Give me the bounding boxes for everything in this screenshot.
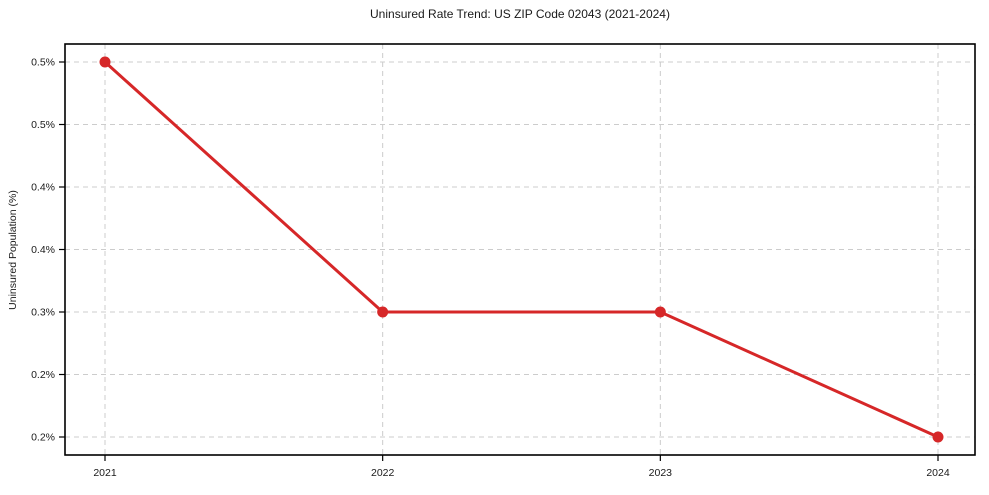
trend-line: [103, 60, 940, 439]
y-tick-label: 0.2%: [31, 432, 55, 444]
data-point: [99, 56, 111, 68]
y-tick-label: 0.3%: [31, 307, 55, 319]
data-point: [932, 431, 944, 443]
y-tick-label: 0.2%: [31, 369, 55, 381]
data-point: [654, 306, 666, 318]
data-point: [377, 306, 389, 318]
y-tick-label: 0.4%: [31, 244, 55, 256]
y-tick-label: 0.4%: [31, 182, 55, 194]
x-tick-label: 2022: [371, 467, 395, 479]
x-tick-label: 2023: [649, 467, 673, 479]
plot-border: [64, 43, 976, 456]
y-tick-label: 0.5%: [31, 57, 55, 69]
x-tick-label: 2021: [93, 467, 117, 479]
y-tick-label: 0.5%: [31, 119, 55, 131]
y-axis-title: Uninsured Population (%): [7, 190, 19, 310]
chart-title: Uninsured Rate Trend: US ZIP Code 02043 …: [370, 7, 670, 21]
x-tick-label: 2024: [926, 467, 950, 479]
